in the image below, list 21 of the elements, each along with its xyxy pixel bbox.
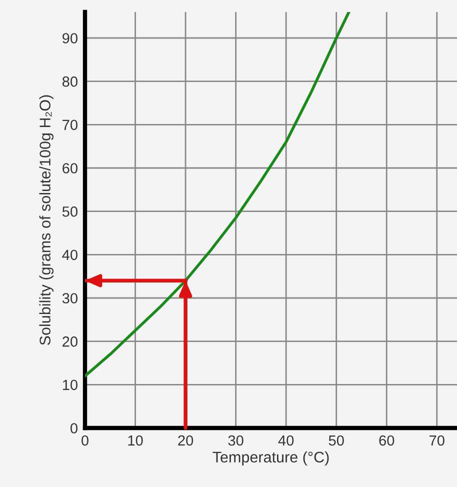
y-axis-title: Solubility (grams of solute/100g H₂O) [39,95,54,345]
y-tick-label: 30 [62,293,78,304]
x-tick-label: 40 [278,435,294,446]
line-series [85,12,350,378]
y-tick-label: 0 [70,423,78,434]
x-axis-title: Temperature (°C) [212,451,329,466]
x-tick-label: 30 [228,435,244,446]
y-tick-label: 90 [62,33,78,44]
y-tick-label: 10 [62,380,78,390]
x-tick-label: 20 [178,435,194,446]
x-tick-label: 10 [128,435,143,446]
x-tick-label: 70 [430,435,444,446]
x-tick-label: 50 [328,435,344,446]
y-tick-label: 40 [62,250,78,260]
y-tick-label: 50 [62,206,78,217]
y-tick-label: 20 [62,336,78,347]
y-tick-label: 70 [62,120,78,130]
y-tick-label: 80 [62,76,78,87]
x-tick-label: 0 [82,435,88,446]
x-tick-label: 60 [379,435,394,446]
y-tick-label: 60 [62,163,78,174]
